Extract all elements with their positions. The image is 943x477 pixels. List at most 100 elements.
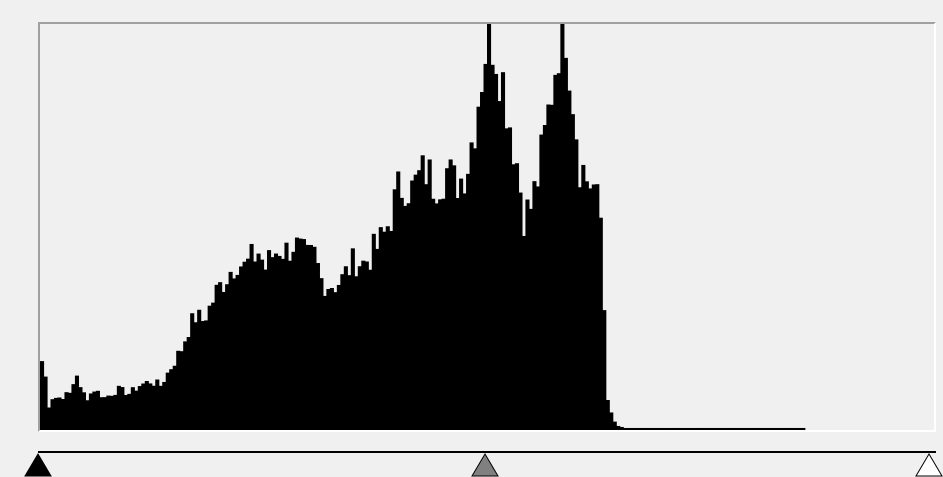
levels-slider-track[interactable] [38,451,936,453]
histogram-bar [78,387,83,430]
black-point-handle[interactable] [24,453,52,477]
histogram-bar [556,73,561,430]
histogram-bar [81,392,86,430]
histogram-bar [308,245,313,430]
histogram-bar [214,284,219,430]
histogram-bar [179,351,184,430]
histogram-bar [661,427,666,430]
histogram-bar [319,278,324,430]
histogram-bar [787,427,792,430]
histogram-bar [500,72,506,430]
histogram-bar [420,155,425,430]
histogram-bar [190,313,195,430]
histogram-bar [253,261,258,430]
histogram-bar [385,226,390,430]
histogram-bar [766,427,771,430]
histogram-bar [598,217,603,430]
histogram-bar [605,399,610,430]
histogram-bar [493,73,499,430]
histogram-bar [616,425,621,430]
histogram-bar [64,392,69,430]
histogram-bar [218,282,223,430]
histogram-bar [748,427,753,430]
histogram-bar [651,427,656,430]
histogram-bar [528,208,533,430]
histogram-bar [637,427,642,430]
histogram-bar [504,128,509,430]
histogram-bar [567,90,572,430]
histogram-bar [102,397,107,430]
histogram-bar [242,261,247,430]
histogram-bar [507,127,513,430]
histogram-bar [570,114,575,430]
histogram-bar [731,427,736,430]
histogram-bar [577,187,582,430]
histogram-bar [612,421,617,430]
histogram-bar [686,427,691,430]
histogram-bar [682,427,687,430]
histogram-bar [783,427,788,430]
histogram-bar [693,427,698,430]
histogram-bar [123,394,128,430]
histogram-bar [382,231,387,430]
histogram-bar [689,427,694,430]
histogram-bar [759,427,764,430]
histogram-bar [469,142,474,430]
white-point-triangle-icon [915,453,943,477]
histogram-bar [183,341,188,430]
histogram-bar [473,148,478,430]
histogram-bar [375,248,380,430]
histogram-bar [476,106,481,430]
histogram-bar [406,203,411,430]
histogram-bar [609,412,614,430]
histogram-bar [403,205,408,430]
histogram-bar [270,257,275,430]
histogram-bar [752,427,757,430]
histogram-bar [445,168,450,430]
histogram-bar [120,387,125,430]
histogram-bar [235,274,240,430]
histogram-bar [434,203,439,430]
histogram-bar [630,427,635,430]
histogram-bar [172,365,177,430]
histogram-bar [277,255,282,430]
histogram-bar [144,381,149,430]
histogram-bar [644,427,649,430]
histogram-bar [396,171,401,430]
gamma-point-triangle-icon [471,453,500,477]
histogram-bar [466,173,471,430]
histogram-bar [329,288,334,430]
histogram-bar [53,397,59,430]
histogram-bar [438,199,443,430]
histogram-bar [305,244,310,430]
histogram-bar [727,427,733,430]
histogram-bar [204,320,209,430]
gamma-point-handle[interactable] [471,453,500,477]
histogram-bar [186,337,191,430]
histogram-panel [38,22,936,432]
histogram-bar [542,125,547,430]
histogram-bar [452,165,457,430]
histogram-bar [483,63,488,430]
histogram-bar [266,250,272,430]
histogram-bar [291,251,296,430]
histogram-bar [232,278,237,430]
histogram-bar [480,91,485,430]
histogram-bar [225,284,230,430]
histogram-bar [361,260,366,430]
histogram-bar [246,258,251,430]
white-point-handle[interactable] [915,453,943,477]
histogram-bar [776,427,781,430]
histogram-bar [322,295,327,430]
histogram-bar [239,266,244,430]
histogram-bar [539,134,544,430]
histogram-bar [563,57,568,430]
histogram-bar [717,427,722,430]
histogram-bar [343,266,348,430]
histogram-bar [46,407,52,430]
histogram-bar [364,261,369,430]
histogram-bar [287,260,293,430]
histogram-bar [658,427,663,430]
histogram-bar [284,242,289,430]
histogram-bar [535,186,540,430]
